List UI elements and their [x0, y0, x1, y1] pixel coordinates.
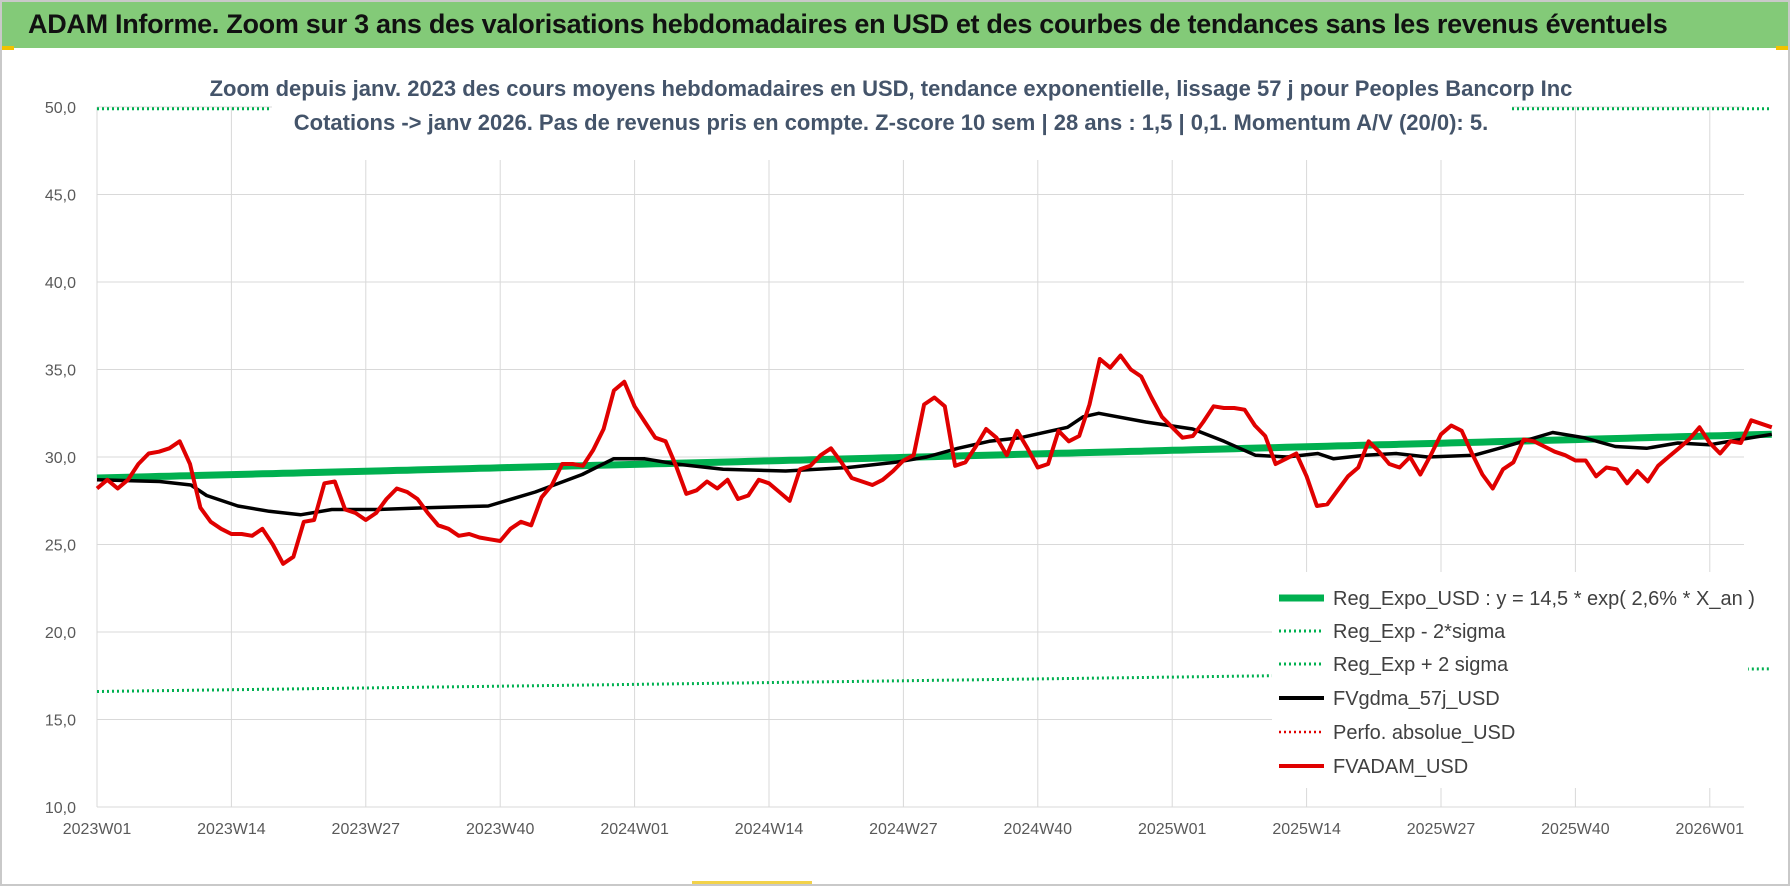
y-axis-ticks: 10,0 15,0 20,0 25,0 30,0 35,0 40,0 45,0 50,0	[45, 100, 76, 817]
x-tick-label: 2023W40	[466, 821, 535, 838]
y-tick-label: 50,0	[45, 100, 76, 117]
series-fvadam	[95, 353, 1773, 566]
legend-item-reg-expo: Reg_Expo_USD : y = 14,5 * exp( 2,6% * X_…	[1279, 588, 1755, 610]
legend-item-perfo: Perfo. absolue_USD	[1279, 722, 1515, 744]
legend-item-reg-exp-minus: Reg_Exp - 2*sigma	[1279, 621, 1506, 643]
x-tick-label: 2023W27	[332, 821, 401, 838]
legend-label-fvadam: FVADAM_USD	[1333, 756, 1468, 778]
y-tick-label: 45,0	[45, 188, 76, 205]
x-tick-label: 2025W01	[1138, 821, 1207, 838]
x-tick-label: 2023W14	[197, 821, 266, 838]
x-tick-label: 2024W40	[1004, 821, 1073, 838]
chart-title-line-1: Zoom depuis janv. 2023 des cours moyens …	[210, 76, 1573, 101]
y-tick-label: 40,0	[45, 275, 76, 292]
header-banner: ADAM Informe. Zoom sur 3 ans des valoris…	[2, 2, 1788, 48]
x-tick-label: 2023W01	[63, 821, 132, 838]
line-chart: 10,0 15,0 20,0 25,0 30,0 35,0 40,0 45,0 50,0 202…	[45, 70, 1773, 838]
x-tick-label: 2025W40	[1541, 821, 1610, 838]
chart-title-background	[272, 70, 1512, 160]
x-tick-label: 2024W01	[600, 821, 669, 838]
y-tick-label: 10,0	[45, 800, 76, 817]
legend-item-fvadam: FVADAM_USD	[1279, 756, 1468, 778]
y-tick-label: 25,0	[45, 538, 76, 555]
y-tick-label: 15,0	[45, 713, 76, 730]
corner-accent-right	[1776, 46, 1788, 50]
x-tick-label: 2025W27	[1407, 821, 1476, 838]
legend-label-fvgdma: FVgdma_57j_USD	[1333, 688, 1500, 710]
legend-label-reg-exp-plus: Reg_Exp + 2 sigma	[1333, 654, 1509, 676]
chart-legend: Reg_Expo_USD : y = 14,5 * exp( 2,6% * X_…	[1272, 572, 1755, 788]
y-tick-label: 35,0	[45, 363, 76, 380]
x-tick-label: 2025W14	[1272, 821, 1341, 838]
x-axis-ticks: 2023W01 2023W14 2023W27 2023W40 2024W01 2024W…	[63, 821, 1744, 838]
y-tick-label: 20,0	[45, 625, 76, 642]
legend-item-fvgdma: FVgdma_57j_USD	[1279, 688, 1500, 710]
page-title: ADAM Informe. Zoom sur 3 ans des valoris…	[28, 9, 1668, 39]
series-fvgdma-57j	[96, 411, 1773, 517]
bottom-accent	[692, 881, 812, 884]
legend-label-perfo: Perfo. absolue_USD	[1333, 722, 1515, 744]
corner-accent-left	[2, 46, 14, 50]
x-tick-label: 2024W14	[735, 821, 804, 838]
x-tick-label: 2026W01	[1676, 821, 1745, 838]
y-tick-label: 30,0	[45, 450, 76, 467]
legend-label-reg-exp-minus: Reg_Exp - 2*sigma	[1333, 621, 1506, 643]
legend-background	[1272, 572, 1748, 788]
chart-title-line-2: Cotations -> janv 2026. Pas de revenus p…	[294, 110, 1488, 135]
legend-label-reg-expo: Reg_Expo_USD : y = 14,5 * exp( 2,6% * X_…	[1333, 588, 1755, 610]
legend-item-reg-exp-plus: Reg_Exp + 2 sigma	[1279, 654, 1509, 676]
x-tick-label: 2024W27	[869, 821, 938, 838]
